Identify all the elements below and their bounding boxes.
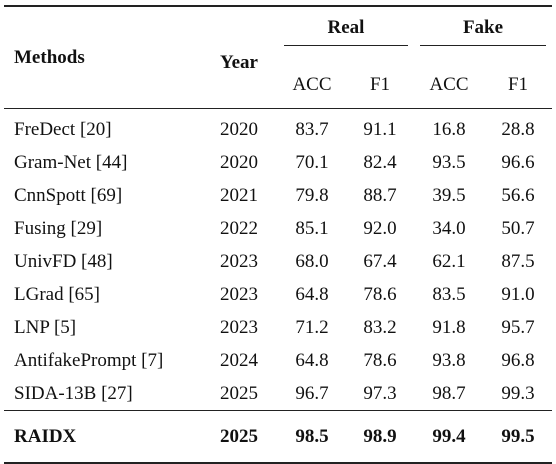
row-year: 2020: [220, 151, 258, 173]
final-fake-acc: 99.4: [414, 410, 484, 464]
table-row: LNP [5] 2023 71.2 83.2 91.8 95.7: [4, 311, 552, 344]
row-year: 2023: [220, 316, 258, 338]
final-year: 2025: [200, 410, 278, 464]
row-method: Fusing [29]: [14, 217, 103, 239]
row-real-acc: 79.8: [295, 184, 329, 206]
row-real-acc: 64.8: [295, 283, 329, 305]
row-fake-f1: 56.6: [501, 184, 535, 206]
row-fake-acc: 16.8: [414, 108, 484, 146]
real-header: Real: [278, 5, 414, 62]
row-method: FreDect [20]: [4, 108, 200, 146]
row-year: 2024: [220, 349, 258, 371]
row-fake-acc: 83.5: [432, 283, 466, 305]
row-fake-f1: 87.5: [501, 250, 535, 272]
row-method: Gram-Net [44]: [14, 151, 128, 173]
row-method: LGrad [65]: [14, 283, 100, 305]
table-row: UnivFD [48] 2023 68.0 67.4 62.1 87.5: [4, 245, 552, 278]
row-real-f1: 88.7: [363, 184, 397, 206]
final-row: RAIDX 2025 98.5 98.9 99.4 99.5: [4, 410, 552, 464]
row-real-f1: 78.6: [363, 349, 397, 371]
row-real-acc: 96.7: [295, 382, 329, 404]
row-fake-acc: 93.5: [432, 151, 466, 173]
row-real-f1: 83.2: [363, 316, 397, 338]
table-row: Fusing [29] 2022 85.1 92.0 34.0 50.7: [4, 212, 552, 245]
results-table-container: Methods Year Real Fake ACC F1 ACC F1 Fre…: [4, 5, 552, 464]
row-real-f1: 67.4: [363, 250, 397, 272]
row-real-acc: 85.1: [295, 217, 329, 239]
table-row: Gram-Net [44] 2020 70.1 82.4 93.5 96.6: [4, 146, 552, 179]
row-year: 2021: [220, 184, 258, 206]
table-row: FreDect [20] 2020 83.7 91.1 16.8 28.8: [4, 108, 552, 146]
row-real-f1: 78.6: [363, 283, 397, 305]
row-real-f1: 82.4: [363, 151, 397, 173]
row-fake-acc: 98.7: [432, 382, 466, 404]
row-method: SIDA-13B [27]: [14, 382, 133, 404]
real-f1-header: F1: [369, 74, 391, 95]
year-header: Year: [200, 5, 278, 109]
row-fake-f1: 95.7: [501, 316, 535, 338]
row-fake-acc: 93.8: [432, 349, 466, 371]
row-fake-acc: 62.1: [432, 250, 466, 272]
row-fake-acc: 34.0: [432, 217, 466, 239]
row-method: UnivFD [48]: [14, 250, 113, 272]
results-table: Methods Year Real Fake ACC F1 ACC F1 Fre…: [4, 5, 552, 464]
row-real-f1: 92.0: [363, 217, 397, 239]
header-row-sub: ACC F1 ACC F1: [4, 62, 552, 109]
table-body: FreDect [20] 2020 83.7 91.1 16.8 28.8 Gram-Net…: [4, 108, 552, 411]
row-fake-acc: 39.5: [432, 184, 466, 206]
final-real-acc: 98.5: [278, 410, 346, 464]
row-real-f1: 91.1: [346, 108, 414, 146]
table-row: AntifakePrompt [7] 2024 64.8 78.6 93.8 96.8: [4, 344, 552, 377]
row-method: LNP [5]: [14, 316, 77, 338]
row-real-acc: 68.0: [295, 250, 329, 272]
row-real-acc: 71.2: [295, 316, 329, 338]
row-year: 2025: [220, 382, 258, 404]
table-row: LGrad [65] 2023 64.8 78.6 83.5 91.0: [4, 278, 552, 311]
row-year: 2023: [220, 250, 258, 272]
header-row-top: Methods Year Real Fake: [4, 5, 552, 109]
row-method: AntifakePrompt [7]: [14, 349, 164, 371]
row-year: 2023: [220, 283, 258, 305]
row-fake-acc: 91.8: [432, 316, 466, 338]
fake-header: Fake: [414, 5, 552, 62]
row-fake-f1: 99.3: [501, 382, 535, 404]
row-year: 2020: [200, 108, 278, 146]
final-method: RAIDX: [4, 410, 200, 464]
real-acc-header: ACC: [292, 74, 332, 95]
row-real-acc: 70.1: [295, 151, 329, 173]
row-fake-f1: 28.8: [484, 108, 552, 146]
row-fake-f1: 96.8: [501, 349, 535, 371]
fake-acc-header: ACC: [429, 74, 469, 95]
table-row: SIDA-13B [27] 2025 96.7 97.3 98.7 99.3: [4, 377, 552, 411]
final-real-f1: 98.9: [346, 410, 414, 464]
methods-header: Methods: [4, 5, 200, 109]
row-real-acc: 83.7: [278, 108, 346, 146]
table-row: CnnSpott [69] 2021 79.8 88.7 39.5 56.6: [4, 179, 552, 212]
row-real-f1: 97.3: [363, 382, 397, 404]
row-fake-f1: 50.7: [501, 217, 535, 239]
row-fake-f1: 96.6: [501, 151, 535, 173]
row-method: CnnSpott [69]: [14, 184, 123, 206]
row-fake-f1: 91.0: [501, 283, 535, 305]
final-fake-f1: 99.5: [484, 410, 552, 464]
fake-f1-header: F1: [507, 74, 529, 95]
row-real-acc: 64.8: [295, 349, 329, 371]
row-year: 2022: [220, 217, 258, 239]
